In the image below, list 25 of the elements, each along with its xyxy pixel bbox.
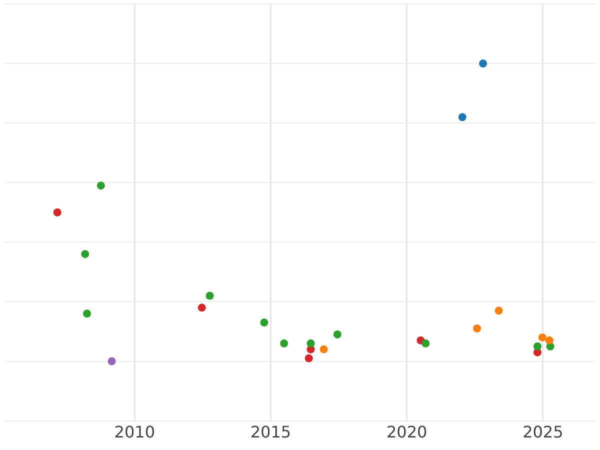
point (479, 60, 488, 68)
point (538, 333, 546, 342)
point (458, 113, 466, 122)
point (280, 339, 288, 348)
point (108, 357, 116, 366)
x-tick-label: 2010 (114, 422, 156, 442)
point (198, 304, 206, 312)
point (96, 182, 105, 190)
point (83, 310, 92, 318)
point (306, 339, 315, 348)
point (260, 318, 268, 327)
point (53, 208, 62, 216)
point (206, 292, 214, 300)
x-tick-label: 2020 (386, 422, 428, 442)
point (320, 345, 328, 354)
x-tick-label: 2025 (522, 422, 564, 442)
point (533, 342, 542, 350)
point (81, 250, 90, 258)
x-tick-label: 2015 (250, 422, 292, 442)
point (473, 324, 482, 333)
point (494, 306, 503, 315)
point (333, 330, 342, 338)
point (545, 336, 554, 344)
point (304, 354, 313, 362)
point (422, 339, 430, 348)
